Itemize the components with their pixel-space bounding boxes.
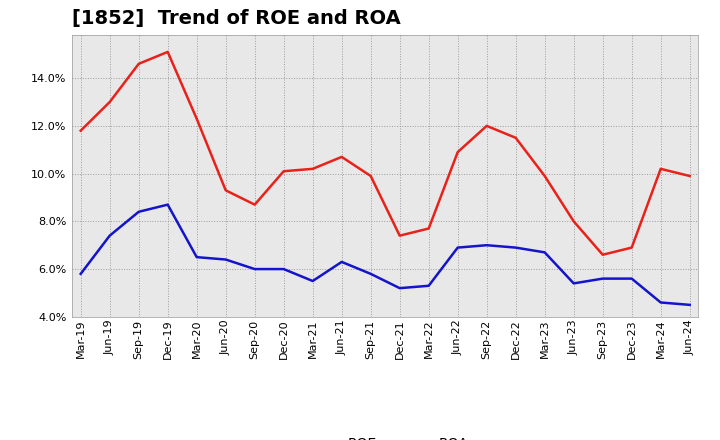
ROE — [598, 252, 607, 257]
ROA — [338, 259, 346, 264]
ROE — [424, 226, 433, 231]
ROA — [192, 254, 201, 260]
ROE — [657, 166, 665, 172]
ROE — [192, 116, 201, 121]
Legend: ROE, ROA: ROE, ROA — [296, 431, 474, 440]
ROE — [279, 169, 288, 174]
ROA — [541, 250, 549, 255]
ROA — [598, 276, 607, 281]
ROE — [308, 166, 317, 172]
ROE — [366, 173, 375, 179]
ROA — [105, 233, 114, 238]
ROA — [366, 271, 375, 276]
ROA — [424, 283, 433, 288]
ROA — [454, 245, 462, 250]
ROA — [221, 257, 230, 262]
ROE — [395, 233, 404, 238]
ROA — [308, 279, 317, 284]
ROA — [279, 267, 288, 272]
ROA — [251, 267, 259, 272]
ROA — [76, 271, 85, 276]
ROA — [163, 202, 172, 207]
ROA — [685, 302, 694, 308]
ROA — [627, 276, 636, 281]
ROE — [163, 49, 172, 55]
ROA — [135, 209, 143, 214]
ROA — [482, 242, 491, 248]
Text: [1852]  Trend of ROE and ROA: [1852] Trend of ROE and ROA — [72, 9, 401, 28]
Line: ROE: ROE — [81, 52, 690, 255]
ROE — [221, 188, 230, 193]
Line: ROA: ROA — [81, 205, 690, 305]
ROE — [105, 99, 114, 105]
ROA — [657, 300, 665, 305]
ROE — [541, 173, 549, 179]
ROA — [395, 286, 404, 291]
ROE — [454, 150, 462, 155]
ROE — [511, 135, 520, 140]
ROE — [685, 173, 694, 179]
ROE — [482, 123, 491, 128]
ROE — [76, 128, 85, 133]
ROE — [627, 245, 636, 250]
ROA — [570, 281, 578, 286]
ROE — [135, 61, 143, 66]
ROE — [338, 154, 346, 160]
ROE — [570, 219, 578, 224]
ROA — [511, 245, 520, 250]
ROE — [251, 202, 259, 207]
